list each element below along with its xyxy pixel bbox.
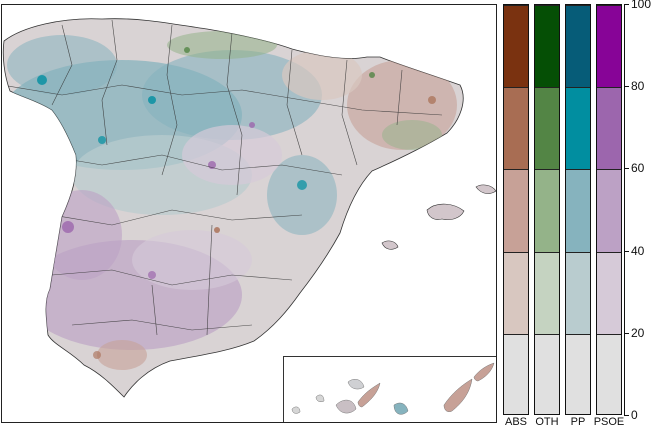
spain-mainland-map bbox=[1, 4, 497, 423]
axis-tick bbox=[624, 251, 629, 252]
legend-column-psoe bbox=[596, 4, 622, 415]
ibiza bbox=[381, 240, 399, 250]
legend-band bbox=[535, 5, 559, 88]
axis-tick bbox=[624, 4, 629, 5]
legend-band bbox=[535, 169, 559, 252]
legend-band bbox=[566, 5, 590, 88]
legend-band bbox=[504, 333, 528, 414]
legend-band bbox=[597, 251, 621, 334]
axis-tick-label: 40 bbox=[631, 244, 645, 258]
axis-tick-label: 80 bbox=[631, 79, 645, 93]
axis-tick-label: 60 bbox=[631, 161, 645, 175]
legend-band bbox=[566, 251, 590, 334]
canary-inset-svg bbox=[291, 362, 495, 415]
axis-tick bbox=[624, 168, 629, 169]
legend-band bbox=[535, 87, 559, 170]
municipality-patches bbox=[3, 31, 457, 370]
legend-column-oth bbox=[534, 4, 560, 415]
axis-tick-label: 0 bbox=[631, 408, 638, 422]
legend-band bbox=[504, 87, 528, 170]
legend-band bbox=[504, 169, 528, 252]
axis-tick-label: 100 bbox=[631, 0, 652, 11]
legend-band bbox=[597, 333, 621, 414]
legend-band bbox=[597, 5, 621, 88]
legend-band bbox=[566, 87, 590, 170]
legend-label-abs: ABS bbox=[504, 416, 527, 428]
map-svg bbox=[2, 18, 496, 398]
axis-tick bbox=[624, 86, 629, 87]
legend-column-pp bbox=[565, 4, 591, 415]
legend-label-oth: OTH bbox=[535, 416, 559, 428]
legend-band bbox=[535, 251, 559, 334]
legend-band bbox=[504, 5, 528, 88]
legend-band bbox=[504, 251, 528, 334]
canary-islands-inset bbox=[283, 356, 496, 422]
axis-tick bbox=[624, 333, 629, 334]
legend-column-abs bbox=[503, 4, 529, 415]
province-boundaries bbox=[3, 19, 443, 336]
legend-band bbox=[597, 169, 621, 252]
legend-axis bbox=[624, 4, 625, 415]
axis-tick bbox=[624, 415, 629, 416]
balearic-islands bbox=[426, 203, 465, 221]
legend-band bbox=[566, 333, 590, 414]
legend-label-pp: PP bbox=[570, 416, 586, 428]
axis-tick-label: 20 bbox=[631, 326, 645, 340]
legend-band bbox=[597, 87, 621, 170]
legend-label-psoe: PSOE bbox=[593, 416, 625, 428]
legend-band bbox=[566, 169, 590, 252]
menorca bbox=[475, 184, 496, 194]
legend-band bbox=[535, 333, 559, 414]
